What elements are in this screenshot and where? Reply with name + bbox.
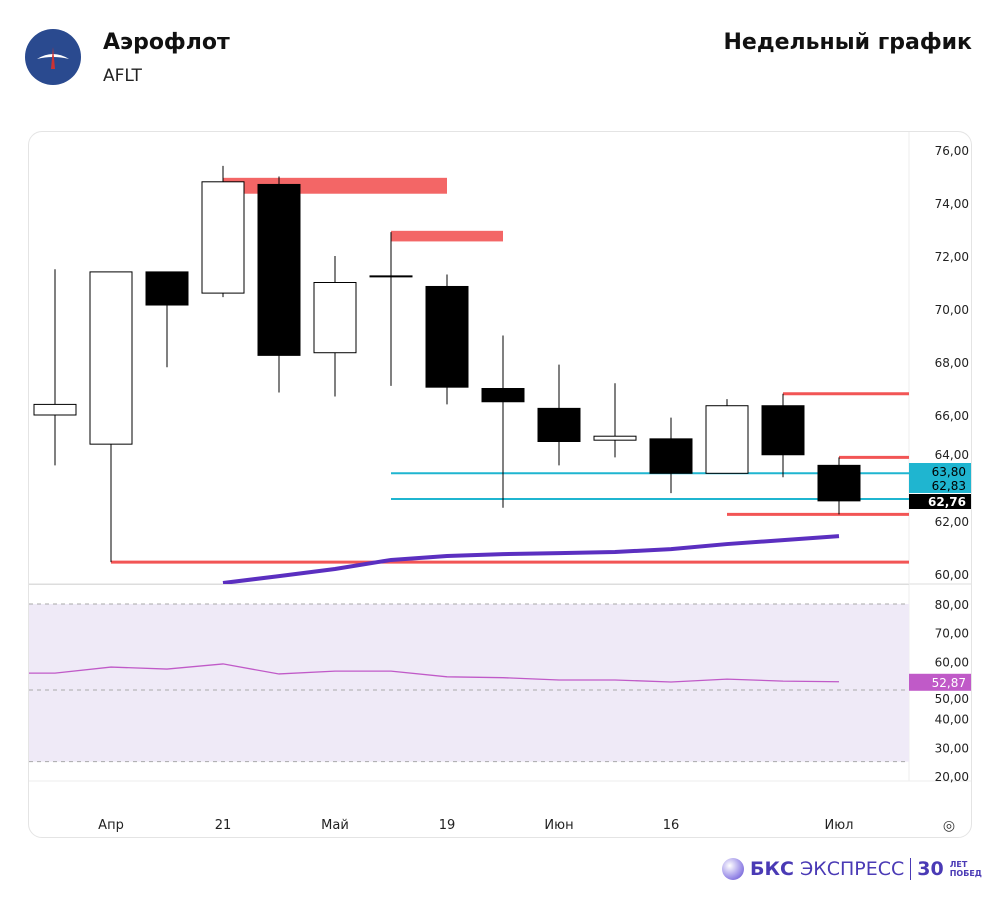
price-tick-label: 64,00 bbox=[935, 448, 969, 462]
eye-icon: ◎ bbox=[943, 818, 955, 834]
rsi-line bbox=[29, 663, 840, 683]
resistance-zone bbox=[223, 177, 447, 194]
last-price-label: 62,76 bbox=[928, 495, 966, 509]
bks-express-logo: БКС ЭКСПРЕСС 30 ЛЕТ ПОБЕД bbox=[722, 858, 982, 880]
brand-bold: БКС bbox=[750, 858, 794, 880]
brand-name: ЭКСПРЕСС bbox=[799, 858, 905, 880]
candle-body bbox=[649, 438, 693, 474]
candle-body bbox=[89, 271, 133, 445]
rsi-tick-label: 20,00 bbox=[935, 770, 969, 784]
x-tick-label: Июн bbox=[544, 818, 573, 833]
price-panel-bottom bbox=[29, 584, 909, 585]
price-tick-label: 74,00 bbox=[935, 197, 969, 211]
price-tick-label: 68,00 bbox=[935, 356, 969, 370]
rsi-band bbox=[29, 604, 909, 762]
brand-divider bbox=[910, 858, 912, 880]
brand-cap1: ЛЕТ bbox=[949, 860, 968, 869]
price-tick-label: 76,00 bbox=[935, 144, 969, 158]
brand-years: 30 bbox=[917, 858, 944, 880]
price-tick-label: 62,00 bbox=[935, 515, 969, 529]
candle-body bbox=[145, 271, 189, 306]
candle-body bbox=[369, 275, 413, 278]
rsi-last-bg bbox=[909, 673, 971, 691]
price-tick-label: 70,00 bbox=[935, 303, 969, 317]
x-tick-label: Июл bbox=[825, 818, 854, 833]
rsi-tick-label: 60,00 bbox=[935, 655, 969, 669]
chart-period-title: Недельный график bbox=[723, 30, 972, 55]
company-name: Аэрофлот bbox=[103, 30, 230, 55]
candle-body bbox=[817, 464, 861, 502]
resistance-zone bbox=[391, 230, 503, 242]
candle-body bbox=[593, 435, 637, 441]
candle-body bbox=[201, 181, 245, 294]
rsi-tick-label: 40,00 bbox=[935, 713, 969, 727]
candle-body bbox=[705, 405, 749, 474]
cyan-level-label: 62,83 bbox=[932, 479, 966, 493]
rsi-tick-label: 70,00 bbox=[935, 627, 969, 641]
candle-body bbox=[313, 282, 357, 354]
candle-body bbox=[33, 403, 77, 416]
rsi-last-label: 52,87 bbox=[932, 676, 966, 690]
rsi-tick-label: 50,00 bbox=[935, 692, 969, 706]
x-tick-label: 21 bbox=[215, 818, 232, 833]
ticker: AFLT bbox=[103, 66, 142, 86]
cyan-label-bg bbox=[909, 463, 971, 493]
x-tick-label: Апр bbox=[98, 818, 124, 833]
candle-body bbox=[481, 388, 525, 403]
price-tick-label: 72,00 bbox=[935, 250, 969, 264]
rsi-tick-label: 80,00 bbox=[935, 598, 969, 612]
brand-cap2: ПОБЕД bbox=[949, 869, 982, 878]
candlestick-chart[interactable]: 76,00 74,00 72,00 70,00 68,00 66,00 64,00 62,00… bbox=[29, 132, 972, 838]
candle-body bbox=[257, 183, 301, 356]
last-price-bg bbox=[909, 494, 971, 509]
candle-body bbox=[537, 407, 581, 442]
candle-body bbox=[761, 405, 805, 456]
candle-body bbox=[425, 285, 469, 388]
rsi-tick-label: 30,00 bbox=[935, 741, 969, 755]
price-tick-label: 66,00 bbox=[935, 409, 969, 423]
x-tick-label: 19 bbox=[439, 818, 456, 833]
bks-ball-icon bbox=[722, 858, 744, 880]
x-tick-label: Май bbox=[321, 818, 349, 833]
chart-card: 76,00 74,00 72,00 70,00 68,00 66,00 64,00 62,00… bbox=[28, 131, 972, 838]
aeroflot-logo bbox=[25, 29, 81, 85]
price-tick-label: 60,00 bbox=[935, 568, 969, 582]
moving-average-line bbox=[222, 534, 840, 585]
cyan-level-label: 63,80 bbox=[932, 465, 966, 479]
x-tick-label: 16 bbox=[663, 818, 680, 833]
